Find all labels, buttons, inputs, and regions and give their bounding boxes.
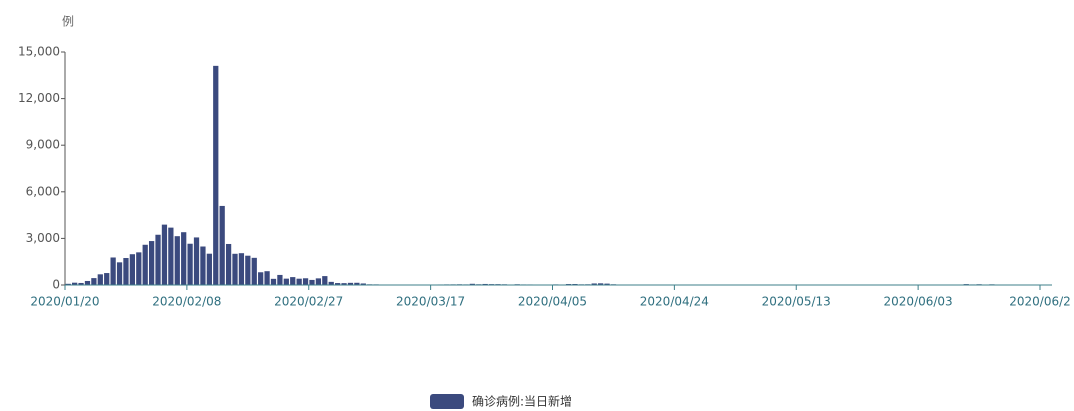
bar [270, 278, 277, 285]
bar [482, 283, 488, 285]
bar [604, 283, 610, 285]
x-tick-label: 2020/04/05 [518, 295, 587, 309]
bar [277, 274, 283, 285]
bar [213, 65, 219, 285]
bar [72, 282, 78, 285]
bar [200, 246, 206, 285]
bar [238, 253, 245, 285]
bar [78, 282, 84, 285]
bar [258, 272, 264, 285]
x-tick-label: 2020/06/2 [1009, 295, 1071, 309]
bar [322, 276, 328, 285]
bar [129, 254, 136, 285]
bar [97, 274, 103, 285]
x-tick-label: 2020/06/03 [884, 295, 953, 309]
x-tick-label: 2020/05/13 [762, 295, 831, 309]
bar [148, 241, 155, 285]
y-unit: 例 [62, 15, 74, 29]
legend-swatch[interactable] [430, 394, 464, 409]
bar [591, 283, 597, 285]
x-tick-label: 2020/01/20 [30, 295, 99, 309]
bar [155, 234, 161, 285]
bar [290, 277, 296, 285]
bar [161, 224, 168, 285]
bar [84, 280, 91, 285]
bar [123, 258, 129, 285]
bar [315, 278, 322, 285]
bar [251, 257, 257, 285]
y-tick-label: 6,000 [26, 184, 60, 198]
bar [110, 257, 116, 285]
bar [187, 243, 193, 285]
bar [232, 253, 238, 285]
bar [598, 283, 604, 285]
bar [283, 278, 289, 285]
x-tick-label: 2020/03/17 [396, 295, 465, 309]
x-tick-label: 2020/04/24 [640, 295, 709, 309]
y-tick-label: 12,000 [18, 91, 60, 105]
bar [142, 244, 148, 285]
bar [193, 237, 200, 285]
bar [219, 205, 225, 285]
bar [469, 283, 475, 285]
bar [296, 278, 302, 285]
legend-label[interactable]: 确诊病例:当日新增 [472, 394, 572, 409]
bar [65, 283, 71, 285]
bar [225, 243, 232, 285]
bar [360, 283, 366, 285]
bar [341, 283, 347, 285]
y-tick-label: 3,000 [26, 231, 60, 245]
bar [354, 282, 360, 285]
bar [347, 282, 354, 285]
y-tick-label: 9,000 [26, 138, 60, 152]
bar [116, 262, 123, 285]
y-tick-label: 0 [52, 278, 60, 292]
bar [104, 273, 110, 285]
bar [168, 227, 174, 285]
bar [91, 278, 97, 285]
bar [181, 232, 187, 285]
bar [309, 279, 315, 285]
bar [328, 281, 334, 285]
bar [264, 271, 270, 285]
x-tick-label: 2020/02/08 [152, 295, 221, 309]
bar [136, 252, 142, 285]
bar [335, 283, 341, 285]
bar [302, 278, 309, 285]
bar [174, 236, 180, 285]
x-tick-label: 2020/02/27 [274, 295, 343, 309]
y-tick-label: 15,000 [18, 45, 60, 59]
bar [245, 255, 251, 285]
bar [206, 253, 212, 285]
